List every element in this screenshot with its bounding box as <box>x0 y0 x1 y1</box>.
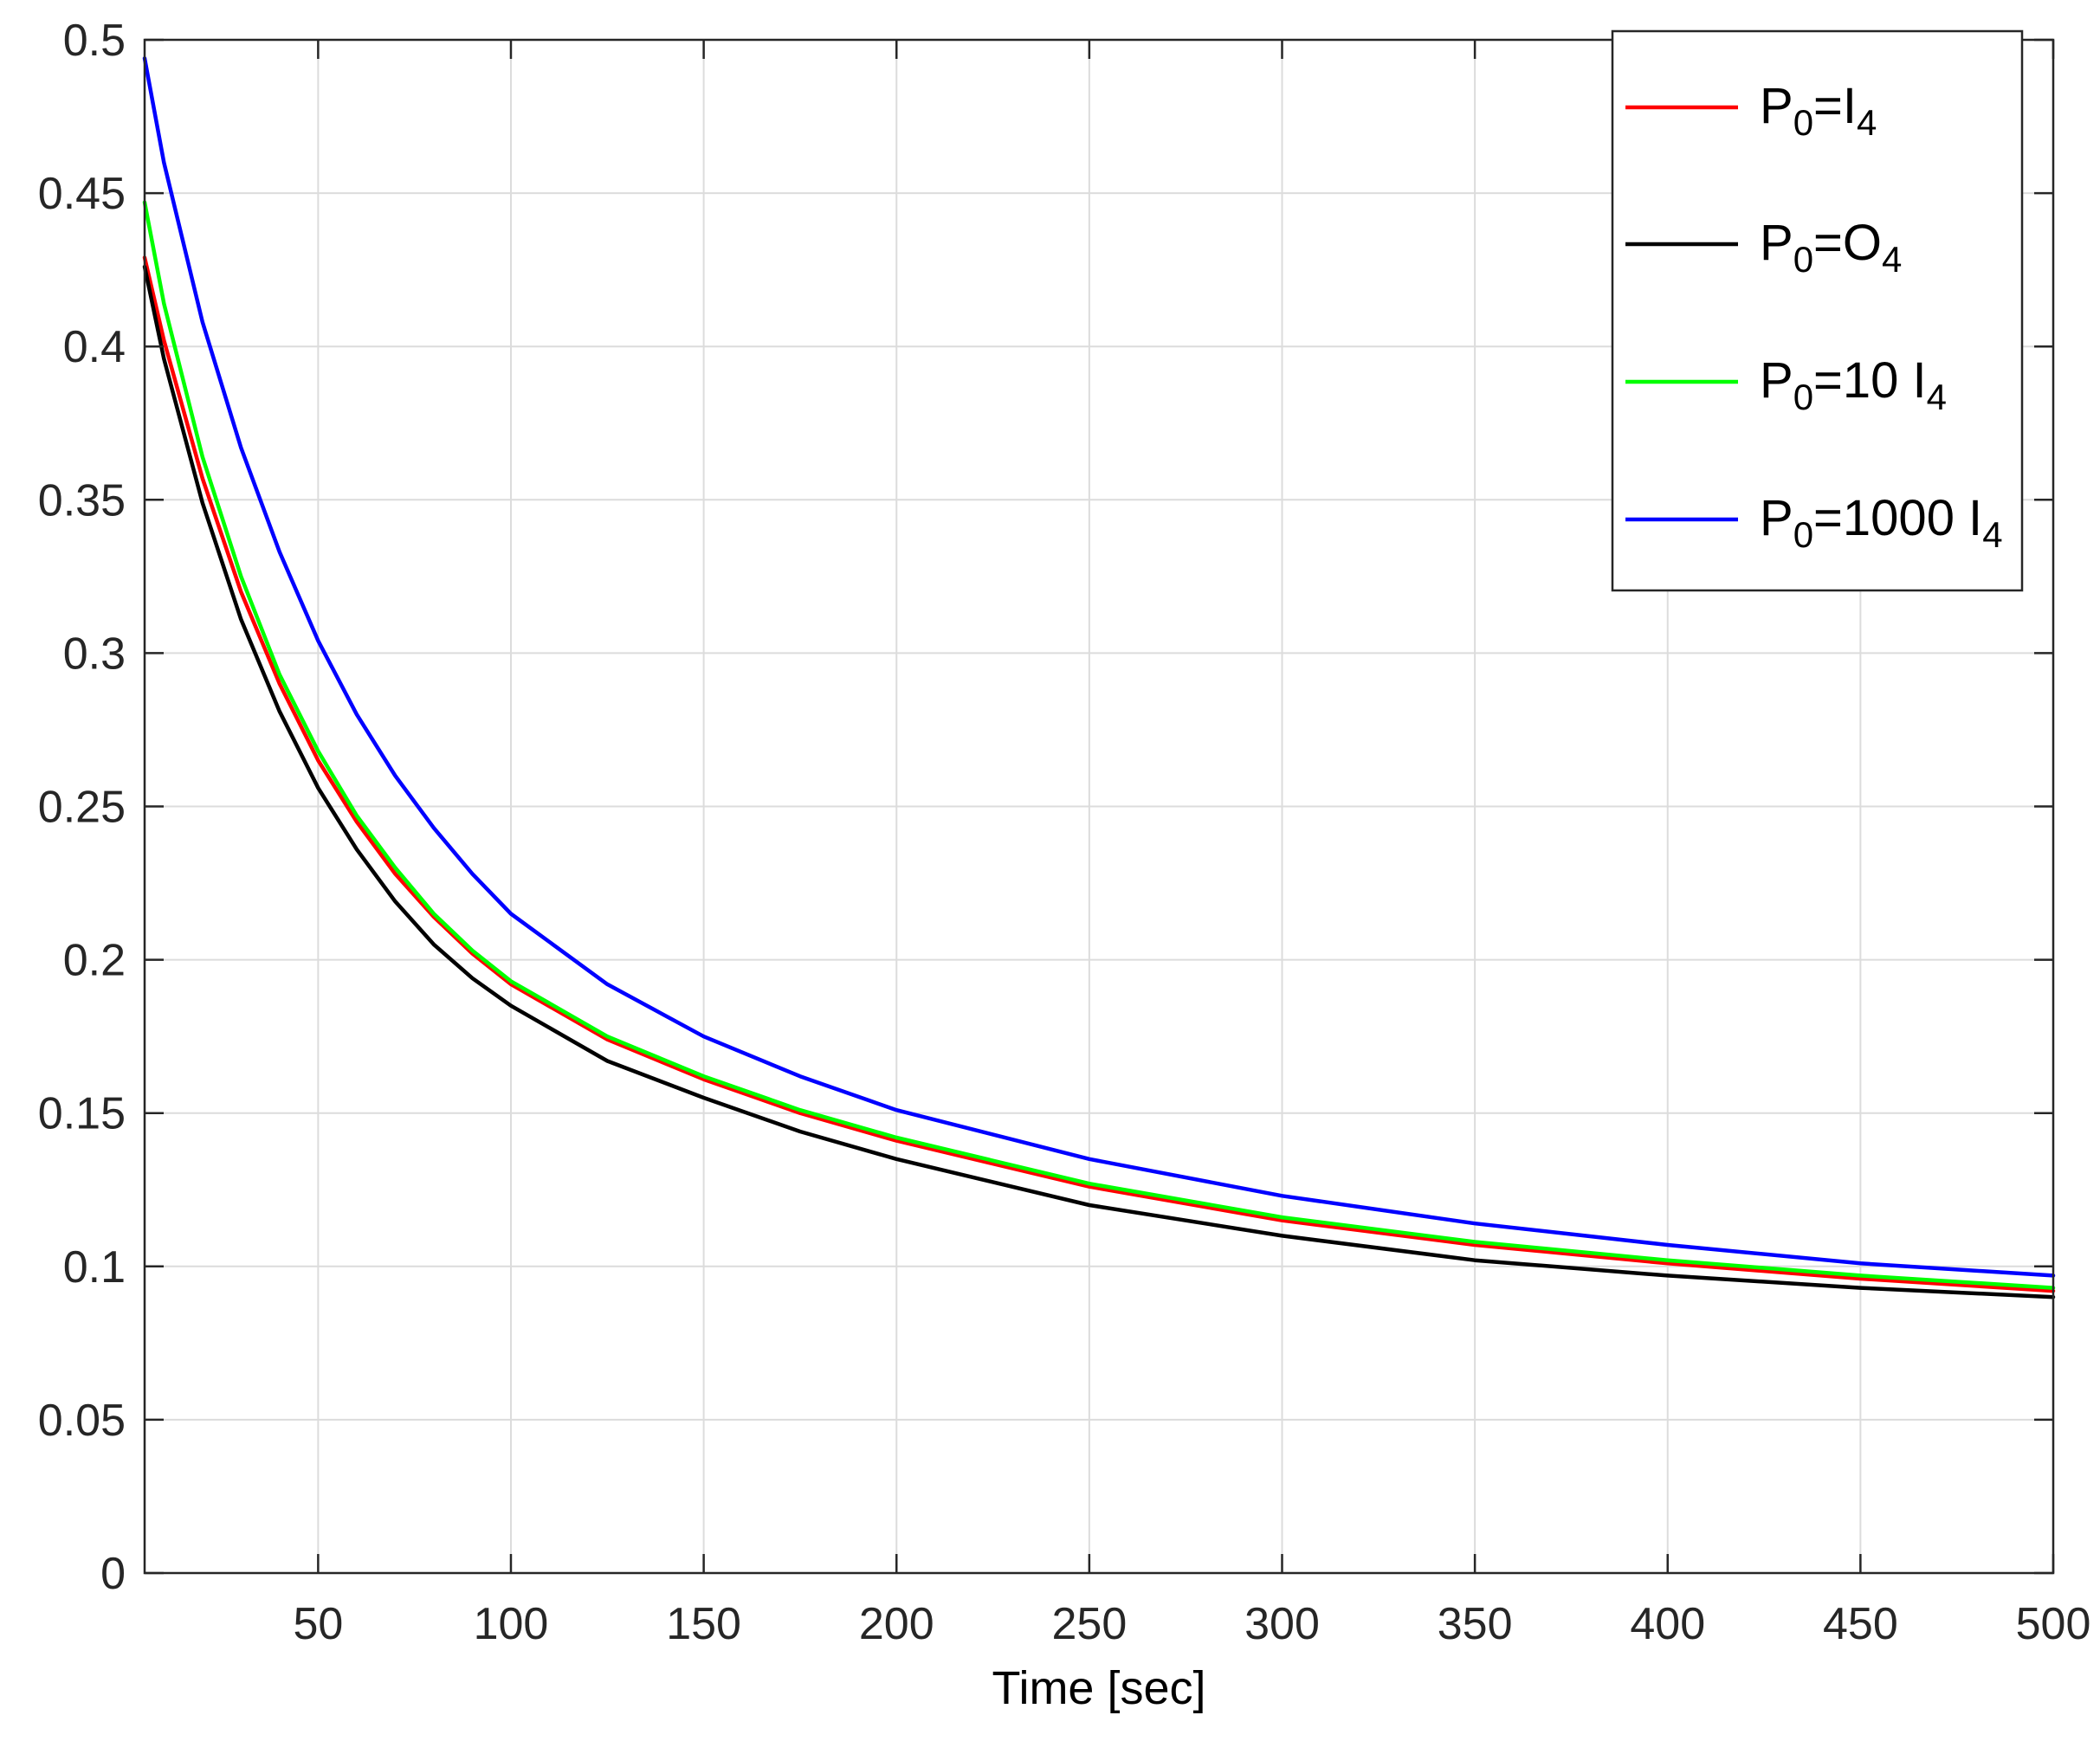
y-tick-label: 0.1 <box>63 1242 126 1293</box>
series-line-2 <box>142 200 2056 1290</box>
legend-entry-1: P0=O4 <box>1760 215 1902 280</box>
legend-text-sub2: 4 <box>1882 239 1902 280</box>
y-tick-label: 0 <box>100 1549 126 1599</box>
series-line-0 <box>142 255 2056 1293</box>
x-tick-label: 150 <box>666 1599 741 1649</box>
legend-text-mid: =10 I <box>1813 352 1927 409</box>
x-axis-ticks: 50 100 150 200 250 300 350 400 450 500 <box>293 40 2090 1649</box>
plot-series <box>142 56 2056 1299</box>
legend-text-base: P <box>1760 352 1793 409</box>
legend-text-mid: =1000 I <box>1813 490 1982 546</box>
series-line-1 <box>142 264 2056 1299</box>
legend-text-base: P <box>1760 215 1793 271</box>
x-tick-label: 300 <box>1244 1599 1320 1649</box>
y-tick-label: 0.2 <box>63 936 126 986</box>
legend-text-mid: =I <box>1813 78 1857 134</box>
x-axis-label: Time [sec] <box>992 1662 1205 1714</box>
y-tick-label: 0.4 <box>63 322 126 372</box>
legend-text-sub1: 0 <box>1793 377 1813 417</box>
x-tick-label: 400 <box>1630 1599 1705 1649</box>
y-tick-label: 0.25 <box>38 783 126 833</box>
y-tick-label: 0.45 <box>38 169 126 219</box>
x-tick-label: 100 <box>474 1599 549 1649</box>
legend-text-base: P <box>1760 78 1793 134</box>
x-tick-label: 200 <box>859 1599 934 1649</box>
y-tick-label: 0.35 <box>38 475 126 526</box>
series-line-3 <box>142 56 2056 1278</box>
legend-text-sub2: 4 <box>1927 377 1947 417</box>
y-tick-label: 0.15 <box>38 1089 126 1139</box>
legend-text-sub1: 0 <box>1793 239 1813 280</box>
y-tick-label: 0.3 <box>63 629 126 679</box>
x-tick-label: 500 <box>2016 1599 2091 1649</box>
y-tick-label: 0.05 <box>38 1396 126 1446</box>
legend-text-sub1: 0 <box>1793 514 1813 555</box>
x-tick-label: 350 <box>1438 1599 1513 1649</box>
legend-entry-3: P0=1000 I4 <box>1760 490 2003 555</box>
x-tick-label: 450 <box>1823 1599 1898 1649</box>
legend-text-mid: =O <box>1813 215 1882 271</box>
legend-text-base: P <box>1760 490 1793 546</box>
legend-text-sub2: 4 <box>1982 514 2002 555</box>
x-tick-label: 250 <box>1051 1599 1127 1649</box>
y-tick-label: 0.5 <box>63 16 126 66</box>
legend-text-sub1: 0 <box>1793 102 1813 143</box>
legend-box <box>1611 29 2024 592</box>
x-tick-label: 50 <box>293 1599 343 1649</box>
legend-entry-0: P0=I4 <box>1760 78 1877 143</box>
legend-entry-2: P0=10 I4 <box>1760 352 1947 417</box>
legend-text-sub2: 4 <box>1857 102 1877 143</box>
y-axis-ticks: 0 0.05 0.1 0.15 0.2 0.25 0.3 0.35 0.4 0.45 0.5 <box>38 16 2053 1599</box>
